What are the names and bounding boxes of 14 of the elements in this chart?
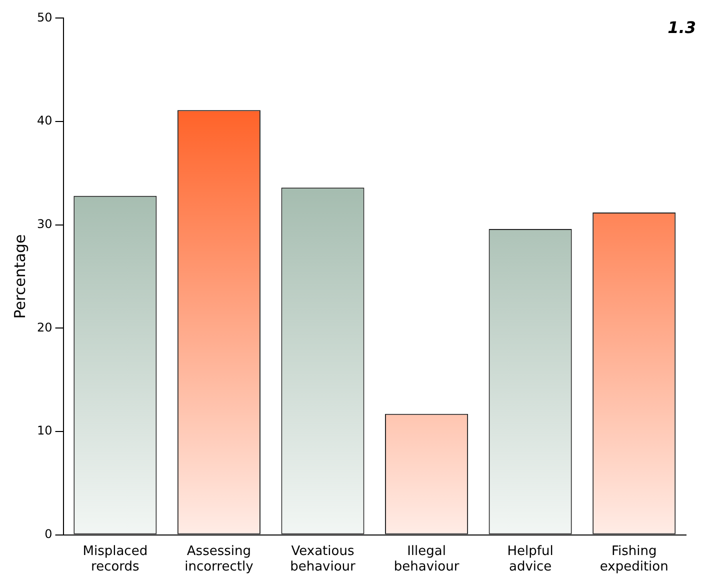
y-tick-label: 10 (36, 424, 52, 438)
x-tick-label: Helpful advice (507, 544, 554, 575)
x-tick-label: Assessing incorrectly (184, 544, 254, 575)
y-axis-title: Percentage (10, 234, 29, 319)
annotation: 1.3 (668, 18, 696, 37)
y-tick-label: 50 (36, 10, 52, 24)
x-tick-label: Fishing expedition (600, 544, 668, 575)
x-tick-label: Illegal behaviour (394, 544, 460, 575)
x-tick-label: Vexatious behaviour (290, 544, 356, 575)
x-tick-label: Misplaced records (82, 544, 148, 575)
y-tick-label: 40 (36, 114, 52, 128)
y-tick-label: 20 (36, 320, 52, 334)
y-tick-label: 0 (44, 526, 52, 541)
y-tick-label: 30 (36, 216, 52, 231)
